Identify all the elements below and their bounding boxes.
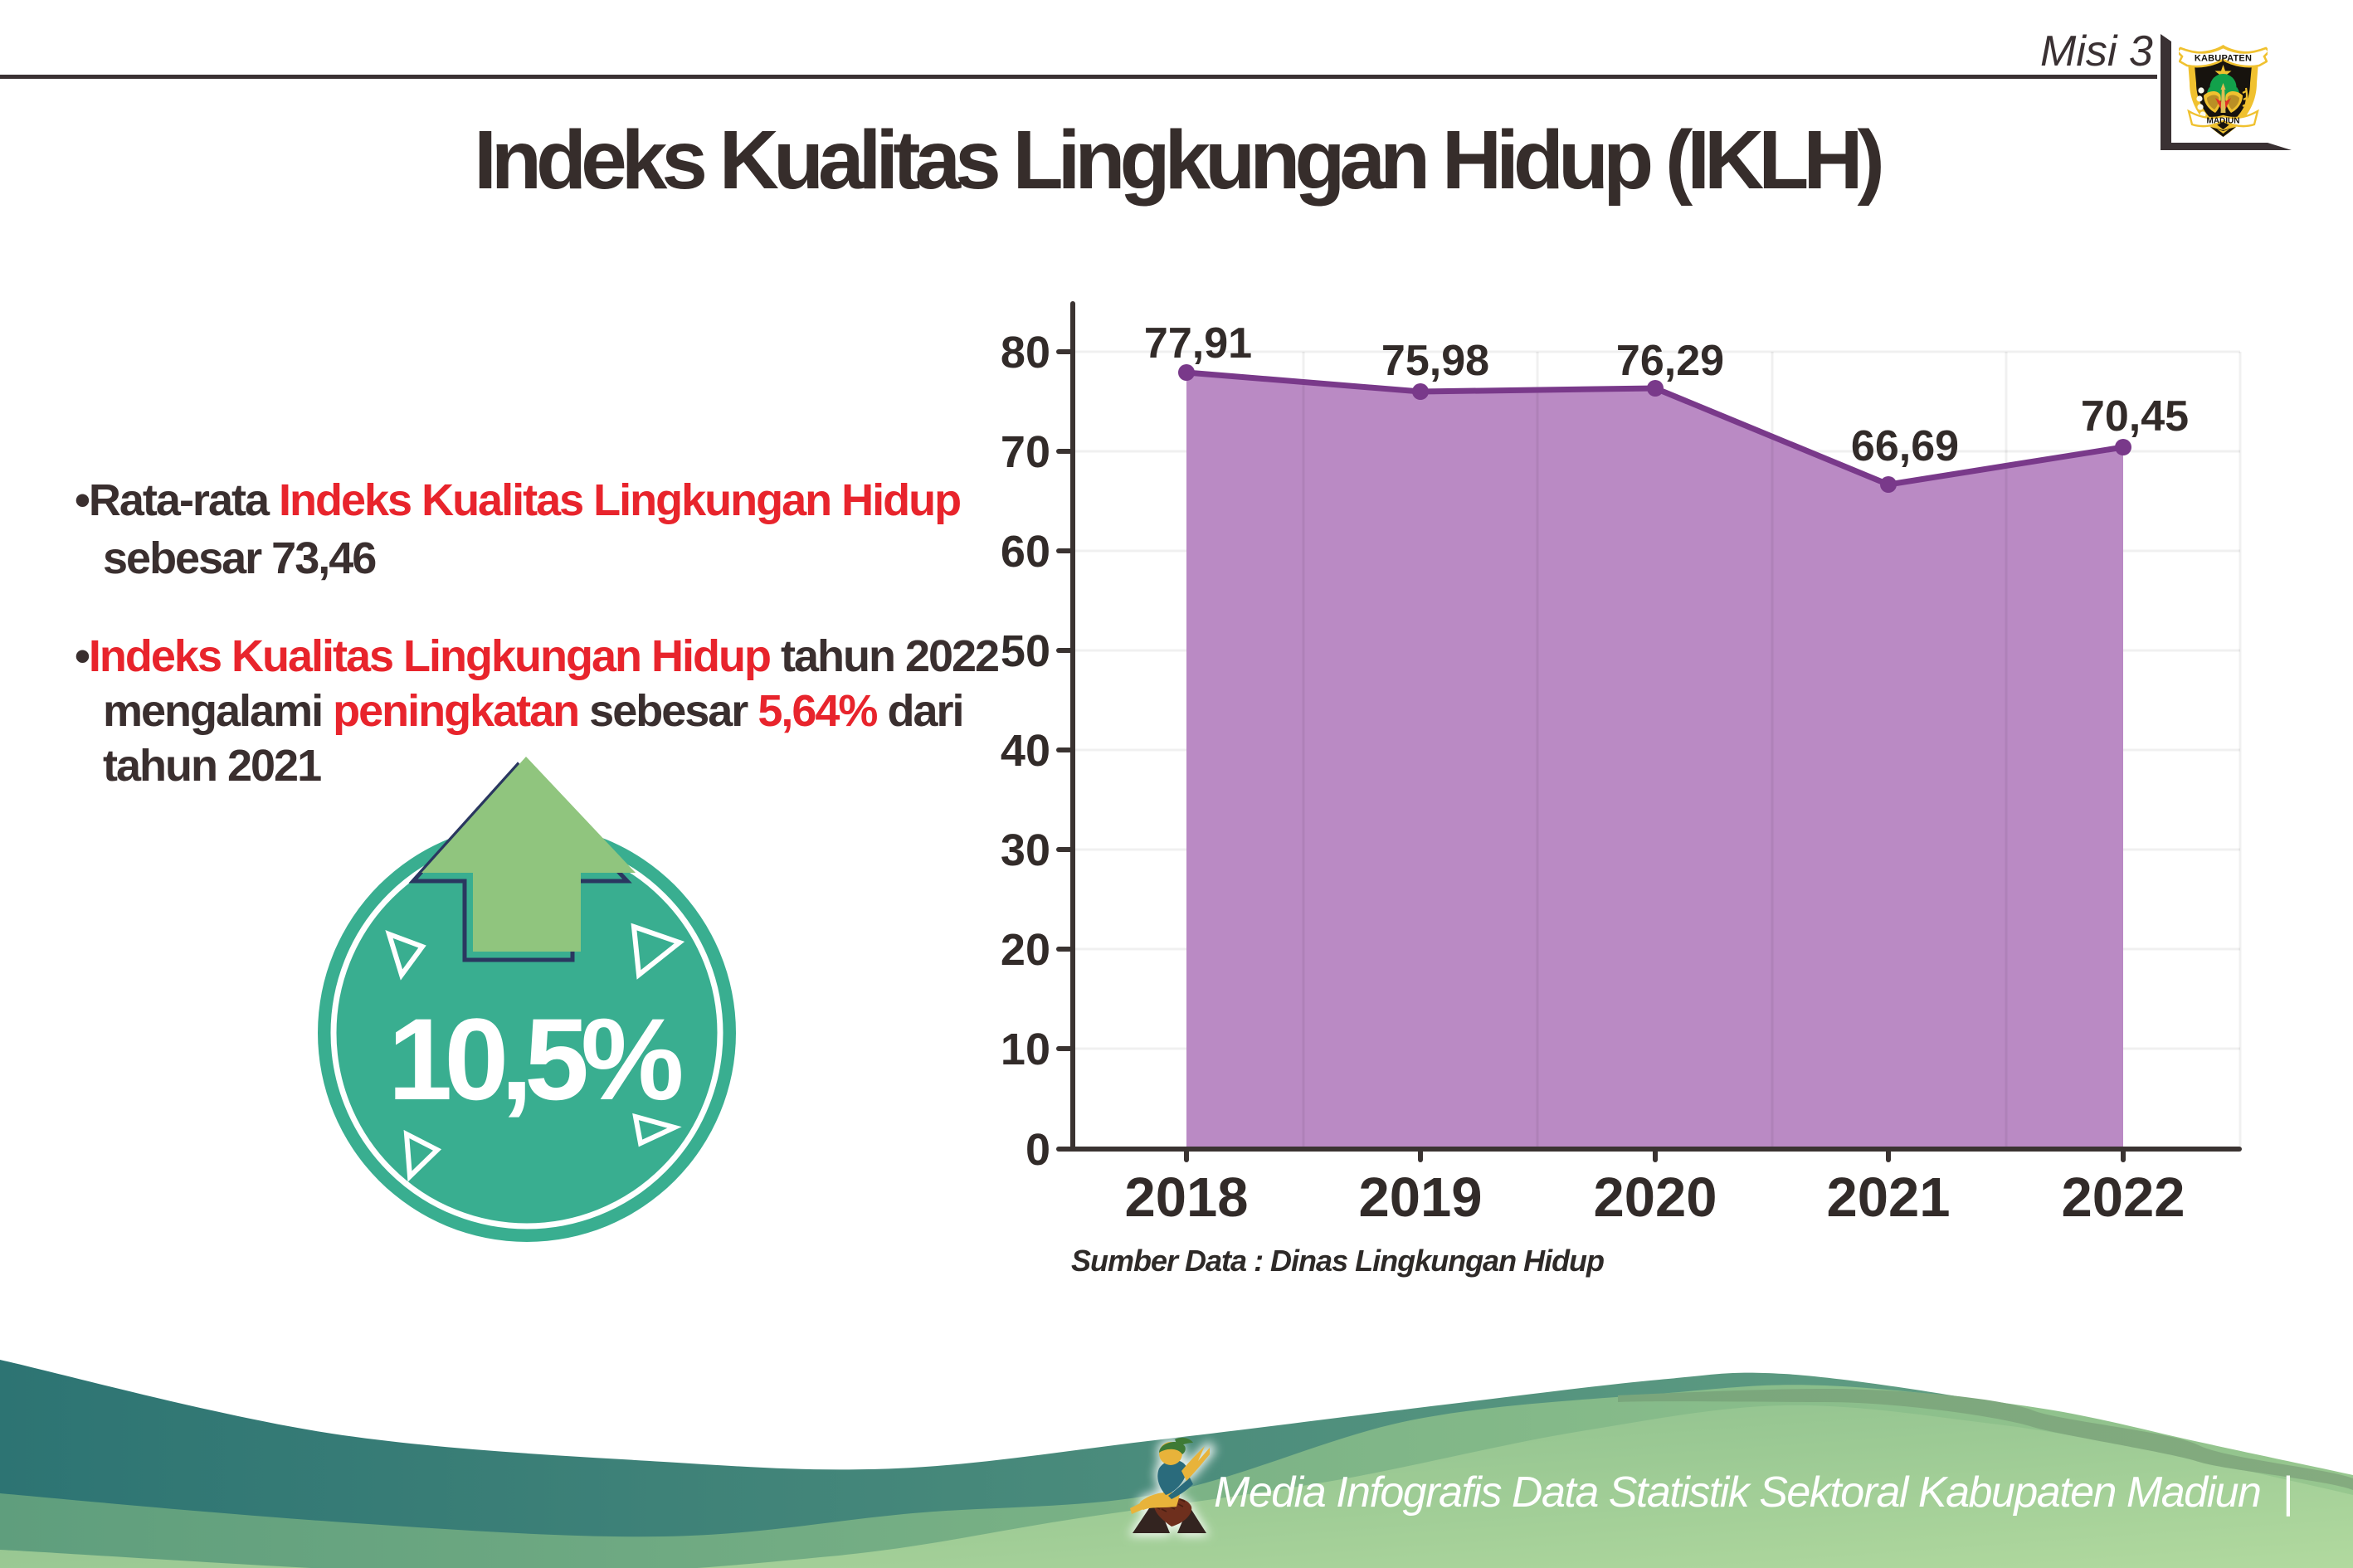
svg-text:66,69: 66,69 (1851, 422, 1959, 470)
svg-text:75,98: 75,98 (1381, 337, 1489, 385)
svg-text:77,91: 77,91 (1144, 319, 1252, 368)
svg-text:20: 20 (1001, 925, 1050, 975)
svg-text:76,29: 76,29 (1616, 337, 1724, 385)
svg-text:70: 70 (1001, 427, 1050, 477)
svg-text:40: 40 (1001, 726, 1050, 776)
svg-text:2018: 2018 (1124, 1166, 1248, 1229)
svg-text:2022: 2022 (2061, 1166, 2185, 1229)
svg-text:10,5%: 10,5% (388, 994, 681, 1124)
svg-text:2021: 2021 (1826, 1166, 1950, 1229)
svg-text:KABUPATEN: KABUPATEN (2195, 54, 2252, 64)
svg-text:MADIUN: MADIUN (2207, 117, 2240, 126)
svg-text:2019: 2019 (1358, 1166, 1482, 1229)
svg-text:70,45: 70,45 (2081, 392, 2189, 441)
svg-text:2020: 2020 (1593, 1166, 1717, 1229)
svg-text:80: 80 (1001, 328, 1050, 377)
svg-text:0: 0 (1025, 1125, 1050, 1175)
svg-text:60: 60 (1001, 527, 1050, 577)
svg-text:10: 10 (1001, 1025, 1050, 1074)
svg-text:50: 50 (1001, 626, 1050, 676)
svg-text:30: 30 (1001, 825, 1050, 875)
